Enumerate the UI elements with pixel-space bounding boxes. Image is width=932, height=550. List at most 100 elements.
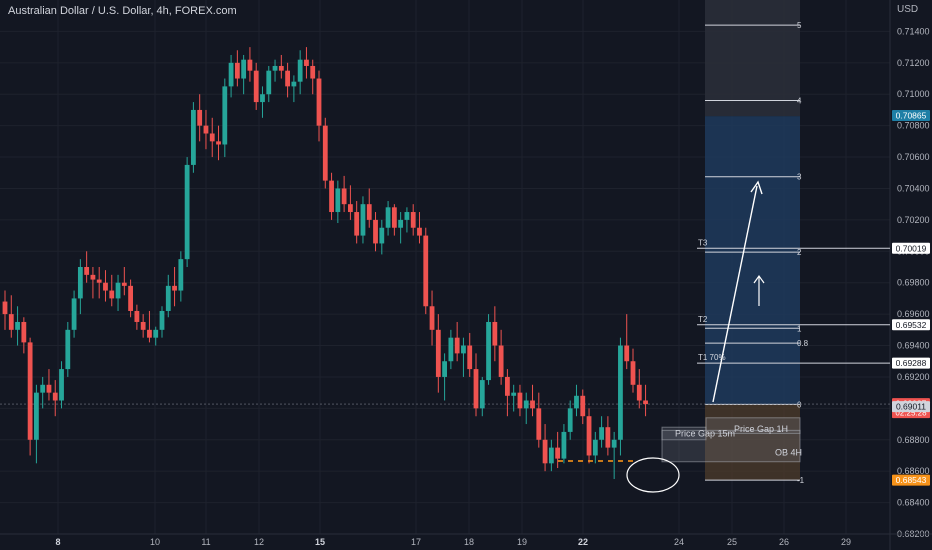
fib-level-label: 1 bbox=[797, 324, 802, 333]
fib-level-label: -1 bbox=[797, 476, 805, 485]
candle-body bbox=[285, 70, 290, 87]
candle-body bbox=[228, 62, 234, 87]
candle-body bbox=[21, 321, 27, 343]
candle-body bbox=[52, 392, 58, 401]
fib-level-label: 0.8 bbox=[797, 339, 809, 348]
candle-body bbox=[435, 329, 441, 377]
candle-body bbox=[586, 416, 592, 456]
candle-body bbox=[611, 439, 617, 448]
up-arrow-head bbox=[753, 274, 765, 284]
chart-title: Australian Dollar / U.S. Dollar, 4h, FOR… bbox=[8, 5, 237, 17]
target-label: T2 bbox=[698, 315, 708, 324]
price-label-countdown: 02:25:28 bbox=[895, 409, 927, 418]
candle-body bbox=[128, 285, 133, 311]
y-tick-label: 0.68800 bbox=[897, 435, 930, 445]
x-tick-label: 15 bbox=[315, 537, 325, 547]
candle-body bbox=[542, 439, 548, 464]
candle-body bbox=[379, 227, 385, 244]
candle-body bbox=[461, 345, 466, 354]
x-tick-label: 8 bbox=[55, 537, 60, 547]
candle-body bbox=[492, 321, 498, 346]
x-tick-label: 18 bbox=[464, 537, 474, 547]
y-tick-label: 0.69200 bbox=[897, 372, 930, 382]
candle-body bbox=[580, 395, 586, 417]
candle-body bbox=[121, 282, 127, 286]
candle-body bbox=[90, 274, 96, 280]
zone-label: OB 4H bbox=[775, 447, 802, 457]
candle-body bbox=[636, 384, 642, 401]
y-tick-label: 0.70400 bbox=[897, 183, 930, 193]
price-label: 0.69288 bbox=[896, 358, 927, 368]
candle-body bbox=[209, 133, 215, 142]
candle-body bbox=[316, 78, 322, 126]
candle-body bbox=[34, 392, 39, 440]
fib-zone-risk bbox=[705, 404, 800, 481]
candle-body bbox=[511, 392, 517, 396]
x-tick-label: 12 bbox=[254, 537, 264, 547]
price-label: 0.68543 bbox=[896, 475, 927, 485]
price-label: 0.70019 bbox=[896, 243, 927, 253]
x-tick-label: 19 bbox=[517, 537, 527, 547]
price-label: 0.70865 bbox=[896, 110, 927, 120]
candle-body bbox=[448, 337, 454, 362]
x-tick-label: 29 bbox=[841, 537, 851, 547]
candle-body bbox=[410, 212, 416, 228]
price-label-bg bbox=[892, 401, 930, 413]
fib-zone-profit bbox=[705, 116, 800, 405]
fib-level-label: 4 bbox=[797, 97, 802, 106]
candle-body bbox=[479, 380, 485, 409]
candle-body bbox=[354, 212, 360, 236]
y-tick-label: 0.69600 bbox=[897, 309, 930, 319]
candle-body bbox=[103, 282, 108, 291]
candle-body bbox=[555, 447, 561, 459]
candle-body bbox=[134, 310, 140, 322]
candle-body bbox=[423, 235, 429, 307]
candle-body bbox=[335, 188, 341, 213]
candle-body bbox=[153, 329, 159, 338]
candle-body bbox=[241, 59, 247, 79]
fib-level-label: 0 bbox=[797, 400, 802, 409]
candle-body bbox=[184, 164, 190, 260]
candle-body bbox=[8, 314, 14, 330]
candle-body bbox=[624, 345, 630, 362]
candle-body bbox=[65, 329, 71, 370]
candle-body bbox=[109, 290, 115, 299]
candle-body bbox=[266, 70, 272, 95]
candle-body bbox=[27, 342, 33, 440]
x-tick-label: 10 bbox=[150, 537, 160, 547]
candle-body bbox=[46, 384, 52, 393]
candle-body bbox=[172, 285, 177, 291]
candle-body bbox=[517, 392, 523, 409]
candle-body bbox=[304, 59, 309, 66]
candle-body bbox=[341, 188, 347, 205]
y-tick-label: 0.69400 bbox=[897, 341, 930, 351]
candle-body bbox=[530, 400, 535, 409]
candle-body bbox=[561, 431, 567, 459]
candle-body bbox=[486, 321, 491, 381]
candle-body bbox=[59, 369, 64, 401]
candle-body bbox=[84, 267, 90, 275]
candle-body bbox=[278, 65, 284, 71]
candle-body bbox=[159, 310, 165, 330]
candle-body bbox=[454, 337, 460, 354]
candle-body bbox=[360, 204, 366, 236]
candle-body bbox=[348, 204, 353, 213]
y-tick-label: 0.68400 bbox=[897, 498, 930, 508]
currency-label: USD bbox=[897, 4, 919, 15]
zone-label: Price Gap 1H bbox=[734, 424, 788, 434]
fib-level-label: 2 bbox=[797, 248, 802, 257]
candle-body bbox=[618, 345, 623, 440]
candle-body bbox=[467, 345, 473, 370]
candle-body bbox=[191, 109, 196, 165]
candle-body bbox=[574, 395, 579, 409]
candle-body bbox=[272, 65, 278, 71]
candle-body bbox=[247, 59, 253, 71]
candle-body bbox=[260, 94, 265, 103]
candle-body bbox=[297, 59, 303, 82]
candle-body bbox=[366, 204, 372, 220]
price-zone bbox=[705, 417, 801, 434]
projection-arrow-line bbox=[712, 185, 758, 403]
candle-body bbox=[536, 408, 542, 440]
price-label: 0.69011 bbox=[896, 402, 926, 412]
